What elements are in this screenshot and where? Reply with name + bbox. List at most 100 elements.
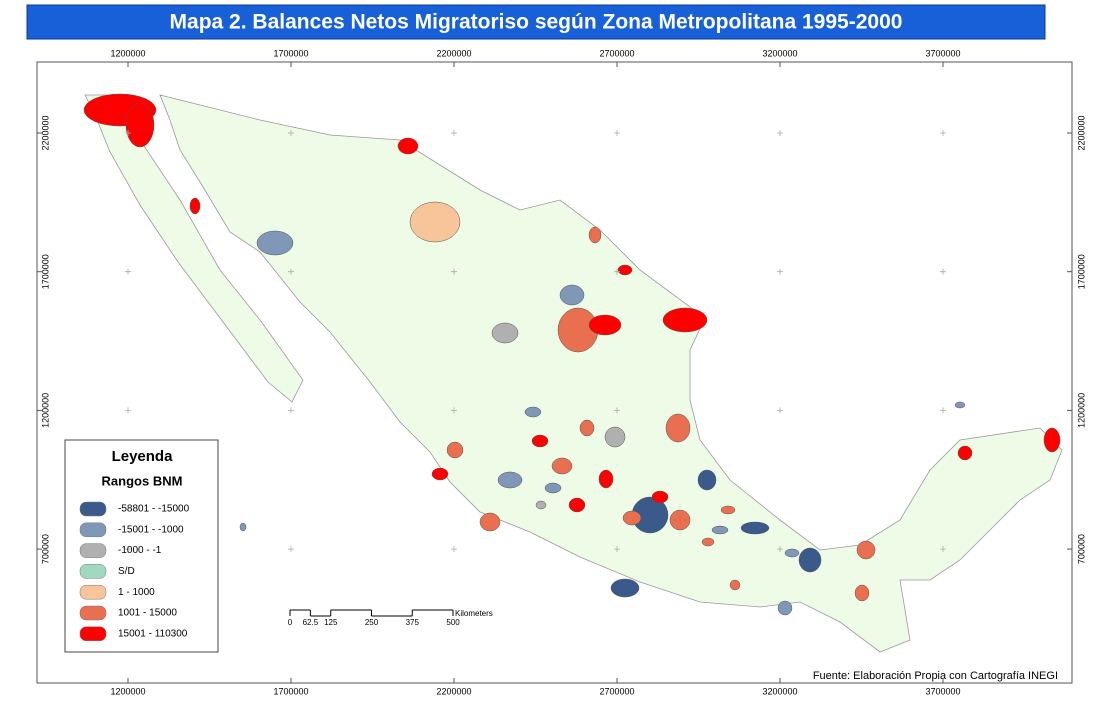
baja-california (84, 94, 304, 403)
grid-cross (940, 268, 946, 275)
grid-cross (288, 268, 294, 275)
grid-cross (451, 546, 457, 553)
legend-label: 1 - 1000 (118, 587, 155, 598)
scale-label: 500 (446, 618, 460, 627)
region (491, 322, 519, 344)
grid-cross (288, 407, 294, 414)
region (559, 284, 585, 306)
region (256, 230, 294, 256)
x-tick-label-top: 3200000 (762, 48, 797, 58)
title-bar (26, 4, 1046, 40)
legend-label: 1001 - 15000 (118, 608, 177, 619)
legend-swatch (79, 564, 107, 579)
y-tick-label-left: 1700000 (40, 254, 50, 289)
grid-cross (777, 268, 783, 275)
grid-cross (288, 130, 294, 136)
region (651, 490, 669, 504)
region (622, 510, 642, 526)
legend-label: -15001 - -1000 (118, 524, 184, 535)
grid-cross (940, 546, 946, 553)
region (711, 525, 729, 535)
region (720, 505, 736, 515)
grid-cross (125, 130, 131, 136)
grid-cross (777, 407, 783, 414)
region (697, 469, 717, 491)
region (701, 537, 715, 547)
region (617, 264, 633, 276)
region (125, 102, 155, 148)
region (551, 457, 573, 475)
y-tick-label-left: 700000 (40, 534, 50, 564)
region (669, 509, 691, 531)
grid-cross (125, 546, 131, 553)
region (497, 471, 523, 489)
region (579, 419, 595, 437)
title: Mapa 2. Balances Netos Migratoriso según… (170, 11, 903, 34)
y-tick-label-right: 700000 (1076, 534, 1086, 564)
legend-swatch (79, 501, 107, 517)
y-tick-label-right: 1200000 (1076, 393, 1086, 428)
grid-cross (125, 407, 131, 414)
x-tick-label-top: 3700000 (925, 48, 960, 58)
region (535, 500, 547, 510)
legend-swatch (79, 522, 107, 538)
region (189, 197, 201, 215)
region (1043, 427, 1061, 453)
grid-cross (777, 130, 783, 136)
region (431, 467, 449, 481)
region (588, 314, 622, 336)
region (954, 401, 966, 409)
region (777, 600, 793, 616)
x-tick-label-top: 2700000 (599, 48, 634, 58)
x-tick-label-bottom: 3200000 (762, 686, 797, 696)
legend-label: -1000 - -1 (118, 545, 162, 556)
legend-label: S/D (118, 566, 135, 577)
region (588, 226, 602, 244)
region (524, 406, 542, 418)
legend-label: 15001 - 110300 (118, 628, 188, 639)
grid-cross (940, 407, 946, 414)
grid-cross (777, 546, 783, 553)
region (479, 512, 501, 532)
region (856, 540, 876, 560)
grid-cross (288, 546, 294, 553)
x-tick-label-bottom: 2200000 (436, 686, 471, 696)
scale-label: 375 (406, 618, 420, 627)
x-tick-label-top: 1200000 (110, 48, 145, 58)
grid-cross (451, 268, 457, 275)
y-tick-label-left: 2200000 (40, 115, 50, 150)
region (604, 426, 626, 448)
grid-cross (614, 130, 620, 136)
legend-subtitle: Rangos BNM (102, 473, 183, 488)
scale-unit: Kilometers (455, 609, 493, 618)
x-tick-label-bottom: 1700000 (273, 686, 308, 696)
region (729, 579, 741, 591)
region (740, 521, 770, 535)
legend-swatch (79, 605, 107, 621)
source: Fuente: Elaboración Propia con Cartograf… (813, 670, 1058, 682)
grid-cross (614, 546, 620, 553)
grid-cross (451, 407, 457, 414)
x-tick-label-top: 1700000 (273, 48, 308, 58)
x-tick-label-bottom: 1200000 (110, 686, 145, 696)
grid-cross (614, 407, 620, 414)
x-tick-label-bottom: 3700000 (925, 686, 960, 696)
legend-swatch (79, 626, 107, 642)
region (854, 584, 870, 602)
region (531, 434, 549, 448)
legend-swatch (79, 543, 107, 558)
legend-title: Leyenda (112, 448, 174, 465)
grid-cross (451, 130, 457, 136)
grid-cross (614, 268, 620, 275)
mainland-mexico (159, 94, 1063, 653)
y-tick-label-left: 1200000 (40, 393, 50, 428)
region (544, 482, 562, 494)
legend-swatch (79, 584, 107, 600)
region (409, 201, 461, 243)
legend-label: -58801 - -15000 (118, 504, 190, 515)
grid-cross (125, 268, 131, 275)
region (665, 413, 691, 443)
scale-label: 125 (324, 618, 338, 627)
region (568, 497, 586, 513)
